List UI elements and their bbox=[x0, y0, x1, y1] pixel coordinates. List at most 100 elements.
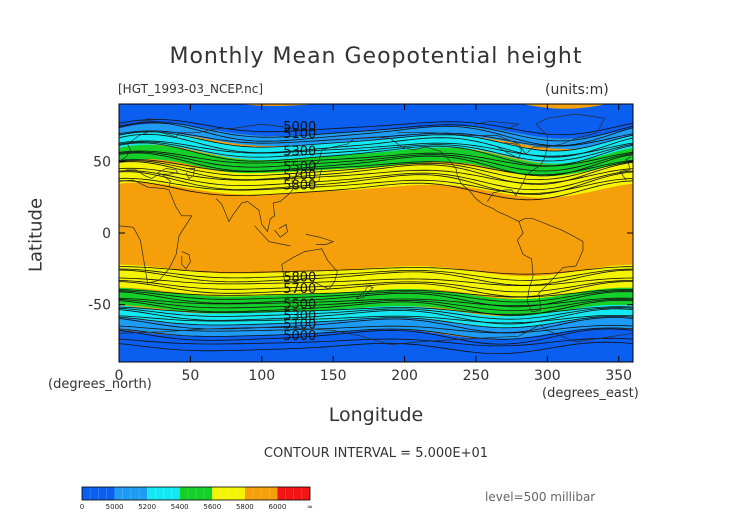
contour-line bbox=[119, 268, 633, 281]
contour-line bbox=[119, 131, 633, 152]
contour-line bbox=[119, 141, 633, 162]
colorbar-segment bbox=[212, 487, 245, 500]
y-tick-label: 0 bbox=[102, 226, 111, 242]
contour-label: 5800 bbox=[283, 270, 316, 285]
level-label: level=500 millibar bbox=[485, 490, 596, 504]
contour-label: 5700 bbox=[283, 169, 316, 184]
contour-line bbox=[119, 159, 633, 176]
contour-line bbox=[119, 150, 633, 167]
contour-line bbox=[119, 307, 633, 320]
contour-line bbox=[119, 151, 633, 172]
contour-line bbox=[119, 121, 633, 142]
colorbar-label: ∞ bbox=[307, 503, 313, 511]
contour-label: 5100 bbox=[283, 318, 316, 333]
coastline bbox=[475, 120, 519, 131]
contour-line bbox=[119, 167, 633, 184]
y-axis-title: Latitude bbox=[25, 197, 47, 273]
x-axis-title: Longitude bbox=[328, 404, 424, 426]
contour-line bbox=[119, 289, 633, 298]
colorbar-label: 6000 bbox=[269, 503, 287, 511]
colorbar-segment bbox=[147, 487, 180, 500]
coastline bbox=[281, 248, 338, 290]
x-tick-label: 150 bbox=[320, 368, 347, 384]
colorbar-label: 5000 bbox=[106, 503, 124, 511]
coastline bbox=[247, 136, 391, 233]
chart-title: Monthly Mean Geopotential height bbox=[169, 44, 583, 69]
contour-line bbox=[119, 297, 633, 307]
coastline bbox=[185, 168, 196, 180]
contour-line bbox=[119, 327, 633, 340]
colorbar-segment bbox=[114, 487, 148, 500]
contour-line bbox=[119, 298, 633, 312]
colorbar-segment bbox=[179, 487, 213, 500]
contour-line bbox=[119, 170, 633, 191]
contour-line bbox=[119, 140, 633, 157]
coastline bbox=[397, 132, 548, 202]
contour-line bbox=[119, 308, 633, 325]
coastline bbox=[181, 251, 191, 270]
contour-line bbox=[119, 291, 633, 308]
coastline bbox=[119, 123, 319, 162]
contour-line bbox=[119, 290, 633, 303]
colorbar-frame bbox=[81, 486, 311, 501]
contour-interval-label: CONTOUR INTERVAL = 5.000E+01 bbox=[263, 446, 489, 461]
contour-line bbox=[119, 337, 633, 347]
contour-label: 5500 bbox=[283, 298, 316, 313]
coastline bbox=[254, 225, 291, 247]
contour-label: 5000 bbox=[283, 120, 316, 135]
band-s-5000-5200 bbox=[119, 316, 633, 340]
contour-label: 5000 bbox=[283, 329, 316, 344]
units-label: (units:m) bbox=[545, 82, 609, 98]
contour-line bbox=[119, 118, 633, 136]
contour-line bbox=[119, 315, 633, 324]
coastline bbox=[157, 168, 179, 175]
contour-line bbox=[119, 306, 633, 315]
coastline bbox=[119, 324, 633, 346]
contour-label: 5800 bbox=[283, 179, 316, 194]
contour-line bbox=[119, 269, 633, 286]
contour-line bbox=[119, 122, 633, 147]
x-tick-label: 250 bbox=[463, 368, 490, 384]
contour-line bbox=[119, 171, 633, 196]
coastline bbox=[497, 142, 522, 159]
contour-label: 5500 bbox=[283, 160, 316, 175]
contour-line bbox=[119, 299, 633, 316]
band-s-5400-5600 bbox=[119, 287, 633, 317]
contour-label: 5300 bbox=[283, 144, 316, 159]
x-tick-label: 300 bbox=[534, 368, 561, 384]
band-n-below-5000 bbox=[119, 104, 633, 139]
colorbar-label: 5200 bbox=[138, 503, 156, 511]
y-tick-label: -50 bbox=[88, 298, 111, 314]
colorbar-segment bbox=[277, 487, 310, 500]
coastline bbox=[119, 179, 193, 284]
coastline bbox=[140, 117, 155, 122]
contour-line bbox=[119, 317, 633, 334]
x-tick-label: 0 bbox=[115, 368, 124, 384]
coastline bbox=[305, 234, 335, 245]
contour-line bbox=[119, 177, 633, 194]
x-tick-label: 100 bbox=[248, 368, 275, 384]
contour-label: 5300 bbox=[283, 309, 316, 324]
coastline bbox=[355, 285, 374, 300]
contour-line bbox=[119, 152, 633, 177]
colorbar-label: 5600 bbox=[203, 503, 221, 511]
contour-line bbox=[119, 328, 633, 345]
band-n-5600-5800 bbox=[119, 161, 633, 198]
contour-label: 5100 bbox=[283, 127, 316, 142]
contour-line bbox=[119, 133, 633, 158]
contour-line bbox=[119, 280, 633, 293]
coastline bbox=[274, 223, 288, 238]
contour-line bbox=[119, 277, 633, 286]
colorbar-segment bbox=[82, 487, 115, 500]
x-tick-label: 350 bbox=[605, 368, 632, 384]
contour-line bbox=[119, 180, 633, 201]
y-tick-label: 50 bbox=[93, 154, 111, 170]
contour-line bbox=[119, 161, 633, 185]
x-axis-unit: (degrees_east) bbox=[542, 386, 639, 401]
contour-label: 5700 bbox=[283, 282, 316, 297]
coastline bbox=[126, 169, 171, 188]
coastline bbox=[304, 168, 323, 189]
coastline bbox=[535, 113, 605, 148]
file-label: [HGT_1993-03_NCEP.nc] bbox=[118, 82, 264, 96]
